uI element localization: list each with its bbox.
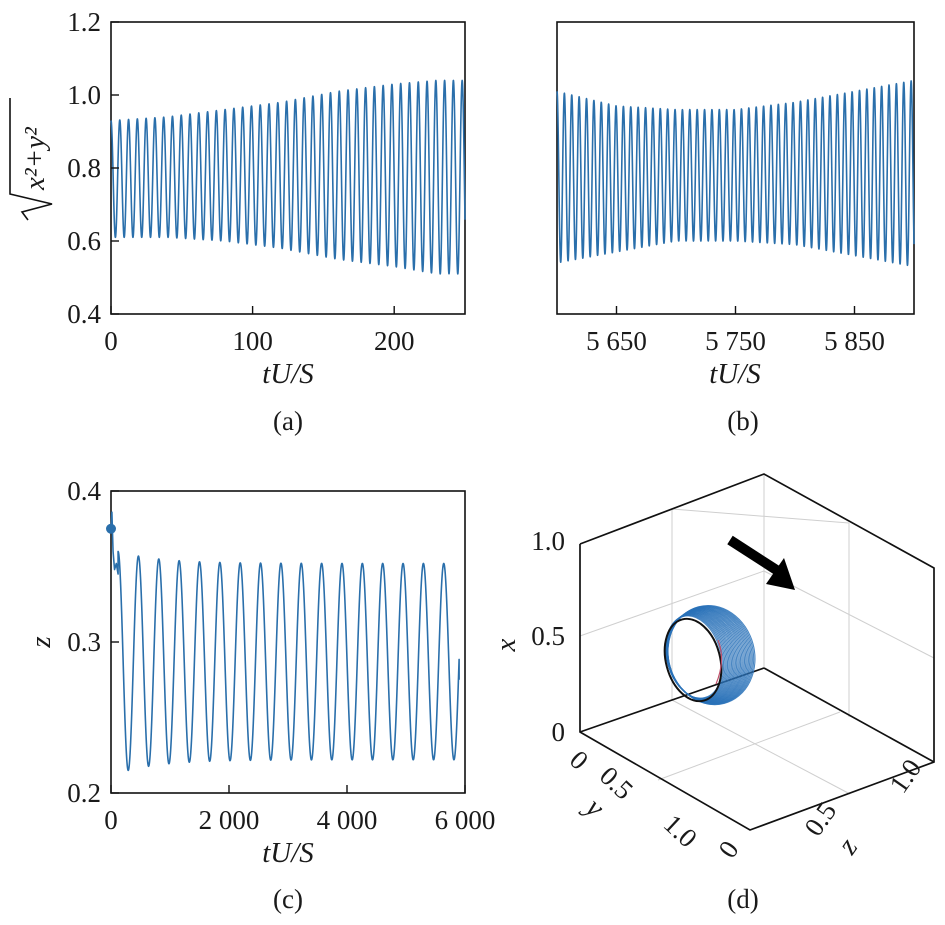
panel-b-series-line xyxy=(556,80,915,267)
panel-a-caption: (a) xyxy=(273,406,303,436)
panel-c-ytick-label-0: 0.2 xyxy=(67,778,101,808)
panel-d-vtick-1: 0.5 xyxy=(531,621,565,651)
panel-d-orbit-highlight xyxy=(715,639,723,685)
panel-d-ytick-0: 0 xyxy=(564,744,594,775)
panel-a-ytick-label-2: 0.8 xyxy=(67,153,101,183)
panel-a-xtick-label-1: 100 xyxy=(232,326,273,356)
panel-d-caption: (d) xyxy=(727,884,758,914)
panel-d-zlabel: z xyxy=(831,832,864,860)
panel-b-xtick-label-2: 5 850 xyxy=(824,326,885,356)
panel-b-xtick-label-0: 5 650 xyxy=(586,326,647,356)
panel-c-xtick-label-0: 0 xyxy=(104,805,118,835)
panel-a-ytick-label-3: 1.0 xyxy=(67,80,101,110)
panel-d-orbit xyxy=(663,604,756,706)
panel-a-ytick-label-1: 0.6 xyxy=(67,226,101,256)
panel-b-caption: (b) xyxy=(727,406,758,436)
panel-a-ylabel: x²+y² xyxy=(9,98,53,221)
panel-d-ylabel: y xyxy=(577,790,611,824)
panel-a-ytick-label-0: 0.4 xyxy=(67,299,101,329)
panel-d-z-axis: 0 0.5 1.0 z xyxy=(712,754,927,864)
panel-d-vtick-2: 1.0 xyxy=(531,526,565,556)
panel-c-xtick-label-2: 4 000 xyxy=(317,805,378,835)
panel-d-ytick-2: 1.0 xyxy=(658,808,703,853)
panel-d-vtick-0: 0 xyxy=(552,717,566,747)
panel-c: 0 2 000 4 000 6 000 0.2 0.3 0.4 tU/S z (c) xyxy=(25,476,495,914)
panel-a: 0 100 200 0.4 0.6 0.8 1.0 1.2 tU/S x²+y² (a) xyxy=(9,7,466,436)
panel-a-ytick-label-4: 1.2 xyxy=(67,7,101,37)
panel-a-xtick-label-0: 0 xyxy=(104,326,118,356)
panel-d-flow-arrow xyxy=(727,535,795,590)
panel-b-xlabel: tU/S xyxy=(709,358,761,390)
panel-c-caption: (c) xyxy=(273,884,303,914)
panel-c-ytick-label-1: 0.3 xyxy=(67,627,101,657)
radical-sign xyxy=(9,98,53,221)
panel-c-series-line xyxy=(110,511,460,772)
orbit-loop-25 xyxy=(667,604,756,706)
panel-b-xtick-label-1: 5 750 xyxy=(705,326,766,356)
panel-c-ytick-label-2: 0.4 xyxy=(67,476,101,506)
panel-d-ztick-2: 1.0 xyxy=(883,754,927,799)
panel-c-xlabel: tU/S xyxy=(262,837,314,869)
panel-a-series-line xyxy=(110,79,466,275)
panel-a-ylabel-radicand: x²+y² xyxy=(19,126,51,191)
panel-b: 5 650 5 750 5 850 tU/S (b) xyxy=(556,21,915,436)
panel-c-ylabel: z xyxy=(25,636,57,648)
panel-a-xtick-label-2: 200 xyxy=(374,326,415,356)
panel-d-grid xyxy=(579,473,935,795)
panel-c-start-marker xyxy=(106,523,116,534)
panel-c-xtick-label-3: 6 000 xyxy=(435,805,496,835)
panel-c-xtick-label-1: 2 000 xyxy=(199,805,260,835)
panel-d-vertical-label: x xyxy=(490,638,522,652)
panel-d: 0 0.5 1.0 x 0 0.5 1.0 y 0 0.5 1.0 z (d) xyxy=(490,473,935,914)
panel-d-y-axis: 0 0.5 1.0 y xyxy=(564,744,703,853)
panel-d-orbit-start-ring xyxy=(663,617,723,703)
panel-d-ztick-0: 0 xyxy=(712,835,744,863)
panel-a-xlabel: tU/S xyxy=(262,358,314,390)
